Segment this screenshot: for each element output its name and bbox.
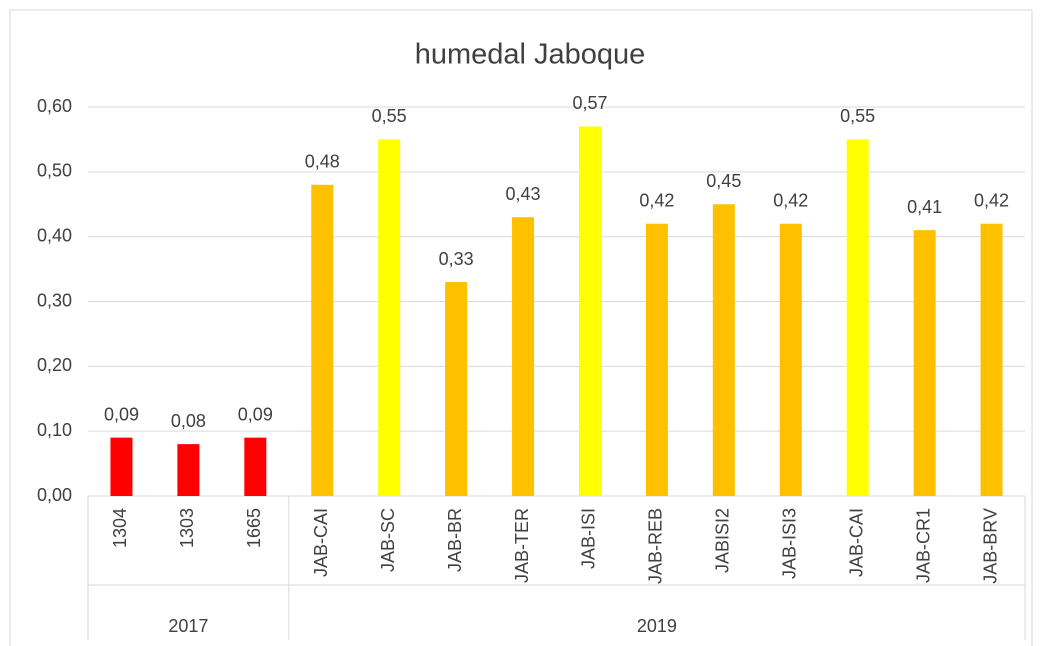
bar <box>244 437 267 496</box>
value-label: 0,41 <box>907 197 942 217</box>
value-label: 0,57 <box>572 93 607 113</box>
value-label: 0,48 <box>305 152 340 172</box>
bar <box>110 437 133 496</box>
x-tick-label: JAB-CAI <box>311 508 331 577</box>
value-label: 0,55 <box>840 106 875 126</box>
bar <box>645 223 668 496</box>
value-label: 0,45 <box>706 171 741 191</box>
y-tick-label: 0,40 <box>37 225 72 245</box>
group-label: 2019 <box>637 616 677 636</box>
x-tick-label: JAB-ISI <box>579 508 599 569</box>
y-tick-label: 0,50 <box>37 161 72 181</box>
y-tick-label: 0,00 <box>37 485 72 505</box>
x-tick-label: JAB-REB <box>646 508 666 584</box>
value-label: 0,09 <box>104 404 139 424</box>
value-label: 0,55 <box>372 106 407 126</box>
value-label: 0,09 <box>238 404 273 424</box>
group-label: 2017 <box>168 616 208 636</box>
value-label: 0,43 <box>506 184 541 204</box>
bar <box>779 223 802 496</box>
bar <box>712 204 735 496</box>
x-tick-label: 1665 <box>244 508 264 548</box>
bar <box>846 139 869 496</box>
bar <box>445 282 468 496</box>
bar <box>311 184 334 497</box>
bar <box>177 444 200 496</box>
y-tick-label: 0,10 <box>37 420 72 440</box>
y-tick-label: 0,30 <box>37 290 72 310</box>
chart-title: humedal Jaboque <box>415 39 646 71</box>
x-tick-label: JAB-BRV <box>980 508 1000 584</box>
x-tick-label: JAB-ISI3 <box>780 508 800 579</box>
bar <box>980 223 1003 496</box>
y-tick-label: 0,20 <box>37 355 72 375</box>
x-tick-label: JAB-CR1 <box>913 508 933 583</box>
value-label: 0,42 <box>974 190 1009 210</box>
x-tick-label: JAB-SC <box>378 508 398 572</box>
x-tick-label: JAB-CAI <box>846 508 866 577</box>
x-tick-label: JABISI2 <box>713 508 733 573</box>
x-tick-label: 1303 <box>177 508 197 548</box>
value-label: 0,42 <box>773 190 808 210</box>
y-tick-label: 0,60 <box>37 96 72 116</box>
value-label: 0,33 <box>439 249 474 269</box>
value-label: 0,42 <box>639 190 674 210</box>
bar <box>913 230 936 496</box>
x-tick-label: 1304 <box>110 508 130 548</box>
bar <box>378 139 401 496</box>
bar <box>578 126 601 496</box>
x-tick-label: JAB-TER <box>512 508 532 583</box>
x-tick-label: JAB-BR <box>445 508 465 572</box>
value-label: 0,08 <box>171 411 206 431</box>
bar <box>512 217 535 496</box>
